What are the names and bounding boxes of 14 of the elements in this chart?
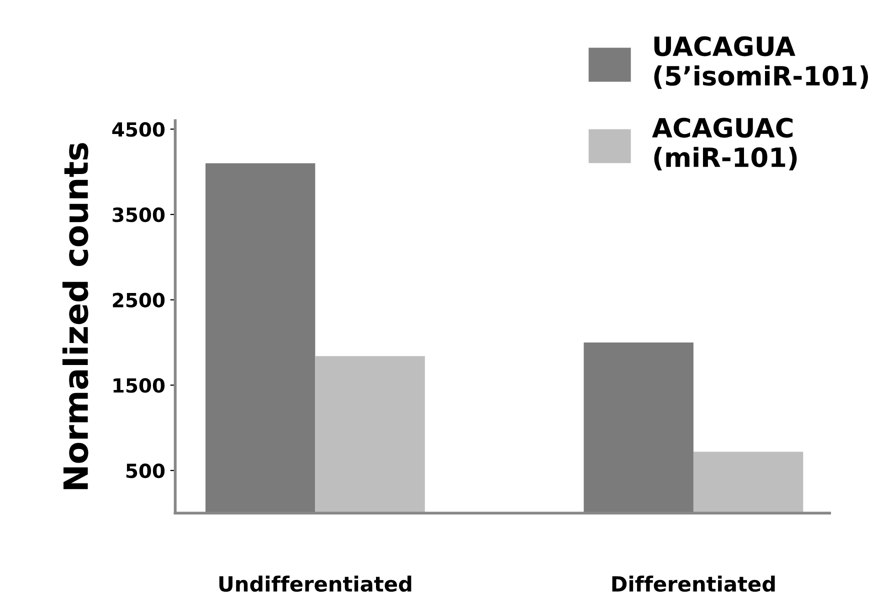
legend-label: ACAGUAC (miR-101)	[652, 118, 797, 170]
y-tick-label: 2500	[112, 292, 165, 308]
bar	[205, 163, 316, 514]
y-tick-label: 4500	[112, 122, 165, 137]
y-tick-label: 500	[126, 463, 165, 478]
y-tick-label: 3500	[112, 207, 165, 222]
x-tick-label: Differentiated	[612, 576, 775, 592]
bar	[315, 356, 425, 514]
x-tick-label: Undifferentiated	[219, 576, 412, 592]
y-tick-label: 1500	[114, 378, 165, 393]
legend-label: UACAGUA (5’isomiR-101)	[654, 36, 868, 89]
bar	[693, 452, 804, 514]
bar	[584, 342, 694, 514]
y-axis-title: Normalized counts	[62, 143, 88, 490]
